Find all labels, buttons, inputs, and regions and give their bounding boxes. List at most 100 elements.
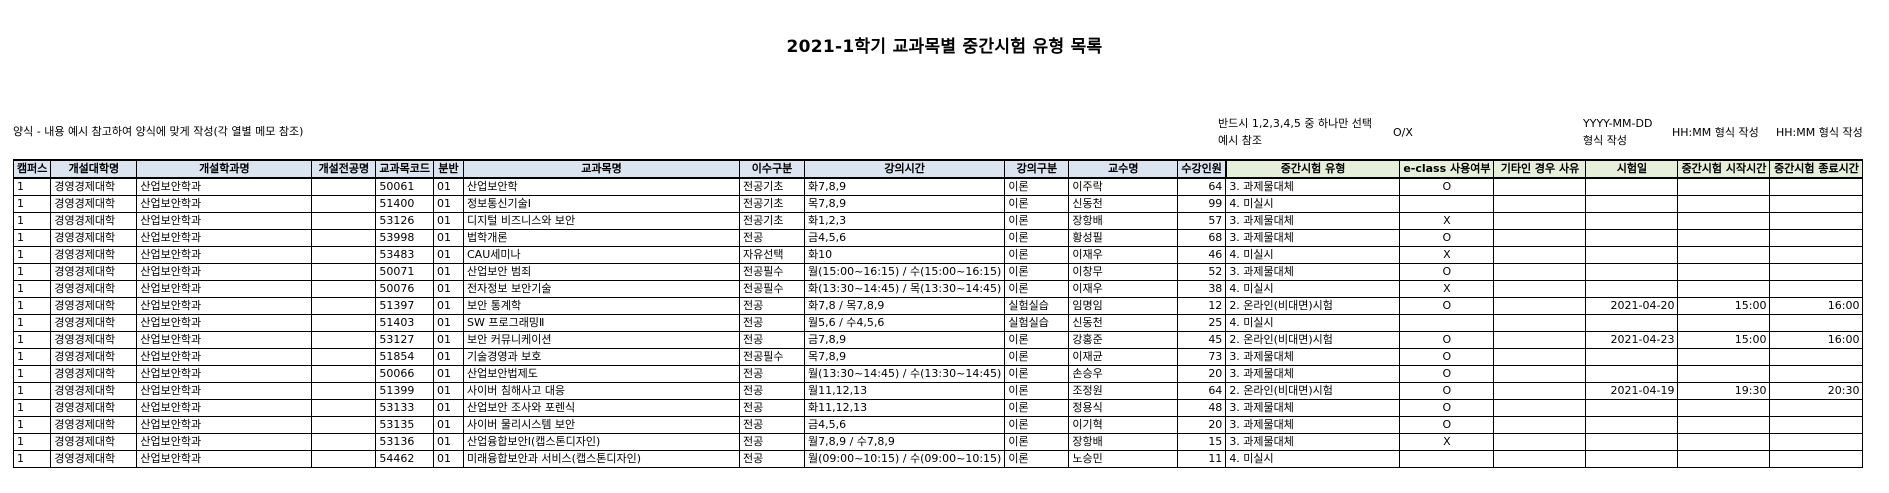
table-cell[interactable]: 산업보안학과 xyxy=(136,177,313,196)
header-cell[interactable]: 수강인원 xyxy=(1177,159,1227,179)
table-cell[interactable]: 전공기초 xyxy=(738,195,805,213)
table-cell[interactable] xyxy=(1585,365,1679,383)
table-cell[interactable] xyxy=(1493,177,1587,196)
table-cell[interactable]: 자유선택 xyxy=(738,246,805,264)
header-cell[interactable]: 강의시간 xyxy=(803,159,1006,179)
table-cell[interactable] xyxy=(1677,433,1771,451)
table-cell[interactable]: 53133 xyxy=(375,399,434,417)
header-cell[interactable]: 중간시험 시작시간 xyxy=(1677,159,1771,179)
table-cell[interactable]: 이재균 xyxy=(1068,348,1179,366)
table-cell[interactable]: 이론 xyxy=(1004,416,1070,434)
table-cell[interactable]: 전공필수 xyxy=(738,348,805,366)
table-cell[interactable]: 1 xyxy=(12,450,52,468)
table-cell[interactable] xyxy=(1677,263,1771,281)
table-cell[interactable] xyxy=(1769,416,1864,434)
table-cell[interactable] xyxy=(311,433,377,451)
table-cell[interactable] xyxy=(1769,365,1864,383)
table-cell[interactable] xyxy=(1585,450,1679,468)
table-cell[interactable]: 경영경제대학 xyxy=(50,416,138,434)
table-cell[interactable]: 2021-04-23 xyxy=(1585,331,1679,349)
table-cell[interactable]: 이론 xyxy=(1004,348,1070,366)
table-cell[interactable]: 01 xyxy=(432,229,464,247)
table-cell[interactable]: 1 xyxy=(12,297,52,315)
table-cell[interactable]: 전공 xyxy=(738,382,805,400)
table-cell[interactable] xyxy=(1677,416,1771,434)
table-cell[interactable]: 이론 xyxy=(1004,433,1070,451)
table-cell[interactable]: O xyxy=(1399,331,1495,349)
table-cell[interactable]: 01 xyxy=(432,280,464,298)
table-cell[interactable]: 1 xyxy=(12,229,52,247)
table-cell[interactable]: 임명임 xyxy=(1068,297,1179,315)
table-cell[interactable]: 경영경제대학 xyxy=(50,177,138,196)
table-cell[interactable] xyxy=(1493,280,1587,298)
table-cell[interactable]: 3. 과제물대체 xyxy=(1225,263,1401,281)
table-cell[interactable]: 산업보안학과 xyxy=(136,416,313,434)
table-cell[interactable]: 전공 xyxy=(738,399,805,417)
table-cell[interactable]: 2. 온라인(비대면)시험 xyxy=(1225,382,1401,400)
table-cell[interactable] xyxy=(1769,177,1864,196)
table-cell[interactable]: 4. 미실시 xyxy=(1225,314,1401,332)
table-cell[interactable]: 01 xyxy=(432,297,464,315)
table-cell[interactable]: 산업보안학과 xyxy=(136,297,313,315)
table-cell[interactable]: 산업보안학 xyxy=(462,177,740,196)
table-cell[interactable]: 64 xyxy=(1177,177,1227,196)
table-cell[interactable] xyxy=(311,331,377,349)
table-cell[interactable]: 53135 xyxy=(375,416,434,434)
table-cell[interactable]: 3. 과제물대체 xyxy=(1225,433,1401,451)
table-cell[interactable] xyxy=(1493,229,1587,247)
header-cell[interactable]: 개설학과명 xyxy=(136,159,313,179)
table-cell[interactable]: 경영경제대학 xyxy=(50,297,138,315)
table-cell[interactable]: 51403 xyxy=(375,314,434,332)
table-cell[interactable]: 64 xyxy=(1177,382,1227,400)
table-cell[interactable]: X xyxy=(1399,433,1495,451)
table-cell[interactable] xyxy=(1677,229,1771,247)
table-cell[interactable]: X xyxy=(1399,246,1495,264)
table-cell[interactable]: 53483 xyxy=(375,246,434,264)
table-cell[interactable] xyxy=(1677,246,1771,264)
table-cell[interactable]: 전공 xyxy=(738,229,805,247)
table-cell[interactable]: 경영경제대학 xyxy=(50,399,138,417)
table-cell[interactable] xyxy=(1585,263,1679,281)
table-cell[interactable]: 경영경제대학 xyxy=(50,212,138,230)
table-cell[interactable] xyxy=(1677,399,1771,417)
table-cell[interactable] xyxy=(311,263,377,281)
table-cell[interactable]: 노승민 xyxy=(1068,450,1179,468)
table-cell[interactable]: 19:30 xyxy=(1677,382,1771,400)
table-cell[interactable] xyxy=(1769,246,1864,264)
table-cell[interactable]: 4. 미실시 xyxy=(1225,450,1401,468)
table-cell[interactable]: 이창무 xyxy=(1068,263,1179,281)
table-cell[interactable]: SW 프로그래밍Ⅱ xyxy=(462,314,740,332)
table-cell[interactable]: 화11,12,13 xyxy=(803,399,1006,417)
table-cell[interactable] xyxy=(1585,246,1679,264)
table-cell[interactable]: 화1,2,3 xyxy=(803,212,1006,230)
table-cell[interactable]: 목7,8,9 xyxy=(803,195,1006,213)
table-cell[interactable]: 01 xyxy=(432,263,464,281)
table-cell[interactable]: 전공기초 xyxy=(738,177,805,196)
table-cell[interactable] xyxy=(1585,348,1679,366)
table-cell[interactable]: 51399 xyxy=(375,382,434,400)
table-cell[interactable]: 2. 온라인(비대면)시험 xyxy=(1225,331,1401,349)
header-cell[interactable]: 캠퍼스 xyxy=(12,159,52,179)
table-cell[interactable]: 이재우 xyxy=(1068,280,1179,298)
table-cell[interactable] xyxy=(311,399,377,417)
table-cell[interactable] xyxy=(1399,314,1495,332)
table-cell[interactable]: O xyxy=(1399,416,1495,434)
table-cell[interactable]: 11 xyxy=(1177,450,1227,468)
table-cell[interactable] xyxy=(1677,314,1771,332)
table-cell[interactable]: 사이버 침해사고 대응 xyxy=(462,382,740,400)
table-cell[interactable]: 산업보안학과 xyxy=(136,246,313,264)
table-cell[interactable]: 50071 xyxy=(375,263,434,281)
table-cell[interactable] xyxy=(1769,195,1864,213)
table-cell[interactable]: 3. 과제물대체 xyxy=(1225,212,1401,230)
table-cell[interactable] xyxy=(1769,280,1864,298)
table-cell[interactable]: 01 xyxy=(432,416,464,434)
table-cell[interactable] xyxy=(1585,195,1679,213)
table-cell[interactable]: O xyxy=(1399,297,1495,315)
table-cell[interactable]: 15 xyxy=(1177,433,1227,451)
table-cell[interactable]: O xyxy=(1399,229,1495,247)
header-cell[interactable]: 개설전공명 xyxy=(311,159,377,179)
table-cell[interactable]: 산업보안학과 xyxy=(136,382,313,400)
table-cell[interactable]: 보안 커뮤니케이션 xyxy=(462,331,740,349)
header-cell[interactable]: 중간시험 유형 xyxy=(1224,159,1401,179)
table-cell[interactable]: 이론 xyxy=(1004,450,1070,468)
